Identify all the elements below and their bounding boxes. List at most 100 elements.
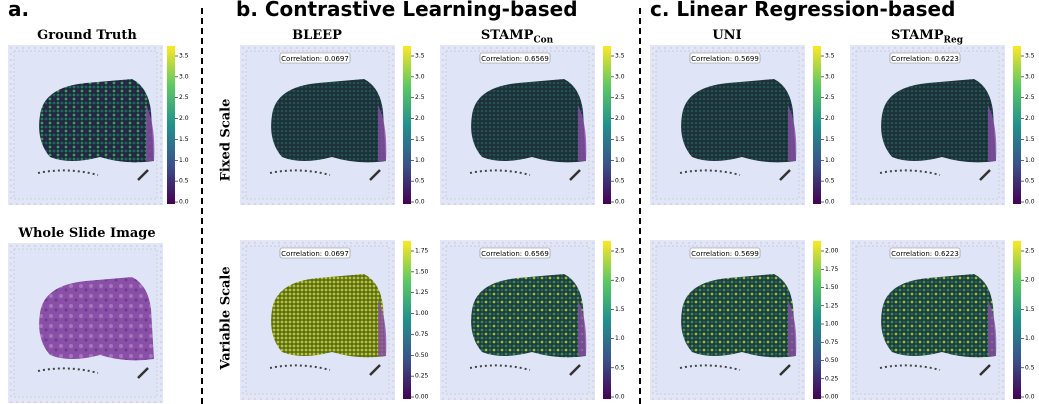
tissue-edge — [788, 300, 797, 356]
colorbar-tick-label: 1.75 — [825, 266, 839, 273]
colorbar-tick-label: 2.00 — [825, 248, 839, 255]
colorbar-tick-label: 1.5 — [615, 136, 625, 143]
correlation-label: Correlation: 0.6569 — [481, 250, 549, 258]
colorbar-tick-label: 1.5 — [1025, 136, 1035, 143]
colorbar-tick-label: 2.0 — [415, 115, 425, 122]
colorbar-tick-label: 2.5 — [615, 248, 625, 255]
tissue-image: Correlation: 0.0697 — [240, 240, 395, 400]
tissue — [271, 274, 386, 358]
divider — [201, 8, 203, 404]
divider — [639, 8, 641, 404]
colorbar-tick-label: 0.5 — [179, 178, 189, 185]
tissue-fragment — [879, 169, 941, 176]
colorbar-tick-label: 1.5 — [179, 136, 189, 143]
tissue-fragment — [679, 364, 741, 371]
colorbar-tick-label: 1.0 — [415, 157, 425, 164]
colorbar-tick-label: 1.5 — [825, 136, 835, 143]
colorbar-tick-label: 0.5 — [1025, 364, 1035, 371]
colorbar-tick-label: 0.00 — [415, 394, 429, 401]
colorbar-tick-label: 2.0 — [615, 277, 625, 284]
correlation-label: Correlation: 0.0697 — [281, 55, 349, 63]
colorbar-tick-label: 3.5 — [615, 53, 625, 60]
tissue-fragment — [137, 367, 149, 379]
tissue-fragment — [679, 169, 741, 176]
colorbar-gradient — [603, 241, 611, 399]
colorbar-tick-label: 0.5 — [1025, 178, 1035, 185]
colorbar: 0.00 0.25 0.50 0.75 1.00 1.25 1.50 1.75 2.00 — [813, 241, 839, 400]
colorbar-tick-label: 0.5 — [415, 178, 425, 185]
colorbar: 0.0 0.5 1.0 1.5 2.0 2.5 3.0 3.5 — [167, 46, 189, 206]
colorbar-tick-label: 3.0 — [1025, 73, 1035, 80]
colorbar-tick-label: 0.0 — [615, 394, 625, 401]
colorbar-tick-label: 0.0 — [1025, 199, 1035, 206]
correlation-label: Correlation: 0.6569 — [481, 55, 549, 63]
title-main: STAMP — [480, 28, 534, 43]
colorbar-tick-label: 2.0 — [179, 115, 189, 122]
colorbar-gradient — [813, 241, 821, 399]
colorbar-tick-label: 3.0 — [615, 73, 625, 80]
tissue-image: Correlation: 0.6569 — [440, 240, 595, 400]
colorbar-tick-label: 3.5 — [415, 53, 425, 60]
colorbar-tick-label: 1.0 — [1025, 157, 1035, 164]
tissue-fragment — [779, 364, 791, 376]
colorbar-tick-label: 0.25 — [825, 375, 839, 382]
colorbar: 0.0 0.5 1.0 1.5 2.0 2.5 3.0 3.5 — [403, 46, 425, 206]
colorbar-tick-label: 1.5 — [415, 136, 425, 143]
tissue-fragment — [979, 364, 991, 376]
tissue — [681, 274, 796, 358]
tissue — [471, 79, 586, 163]
colorbar-tick-label: 2.5 — [415, 94, 425, 101]
tissue-fragment — [37, 367, 99, 374]
colorbar-gradient — [403, 46, 411, 204]
colorbar-tick-label: 0.0 — [179, 199, 189, 206]
tissue — [39, 79, 154, 163]
tissue — [681, 79, 796, 163]
title-sub: Con — [533, 35, 554, 46]
tissue-image — [8, 45, 163, 205]
colorbar-tick-label: 0.75 — [415, 331, 429, 338]
tissue — [881, 274, 996, 358]
tissue-edge — [788, 105, 797, 161]
correlation-label: Correlation: 0.5699 — [691, 55, 759, 63]
colorbar-tick-label: 1.00 — [415, 310, 429, 317]
tissue-edge — [146, 105, 155, 161]
title-sub: Reg — [943, 35, 964, 46]
tissue-fragment — [469, 364, 531, 371]
colorbar-tick-label: 2.0 — [825, 115, 835, 122]
tissue — [271, 79, 386, 163]
colorbar-tick-label: 2.0 — [615, 115, 625, 122]
colorbar-tick-label: 3.0 — [825, 73, 835, 80]
title-main: STAMP — [890, 28, 944, 43]
colorbar-tick-label: 0.0 — [415, 199, 425, 206]
tissue-fragment — [979, 169, 991, 181]
colorbar-tick-label: 1.0 — [179, 157, 189, 164]
correlation-label: Correlation: 0.5699 — [691, 250, 759, 258]
correlation-box — [279, 52, 351, 64]
tissue-edge — [378, 300, 387, 356]
colorbar-tick-label: 1.50 — [825, 284, 839, 291]
tissue-image: Correlation: 0.6569 — [440, 45, 595, 205]
tissue-edge — [378, 105, 387, 161]
tissue-fragment — [269, 364, 331, 371]
tissue-fragment — [879, 364, 941, 371]
tissue-fragment — [369, 364, 381, 376]
colorbar-tick-label: 0.0 — [1025, 394, 1035, 401]
correlation-box — [889, 52, 961, 64]
panel-title: Ground Truth — [37, 28, 137, 43]
tissue — [39, 277, 154, 361]
tissue-fragment — [779, 169, 791, 181]
colorbar-gradient — [403, 241, 411, 399]
colorbar-tick-label: 2.5 — [1025, 94, 1035, 101]
tissue-fragment — [269, 169, 331, 176]
correlation-label: Correlation: 0.6223 — [891, 250, 959, 258]
correlation-label: Correlation: 0.6223 — [891, 55, 959, 63]
colorbar: 0.0 0.5 1.0 1.5 2.0 2.5 — [1013, 241, 1035, 401]
colorbar-tick-label: 0.25 — [415, 373, 429, 380]
correlation-box — [279, 247, 351, 259]
colorbar-tick-label: 0.75 — [825, 339, 839, 346]
colorbar: 0.0 0.5 1.0 1.5 2.0 2.5 3.0 3.5 — [1013, 46, 1035, 206]
tissue-edge — [988, 105, 997, 161]
colorbar-tick-label: 0.0 — [615, 199, 625, 206]
tissue-fragment — [37, 169, 99, 176]
